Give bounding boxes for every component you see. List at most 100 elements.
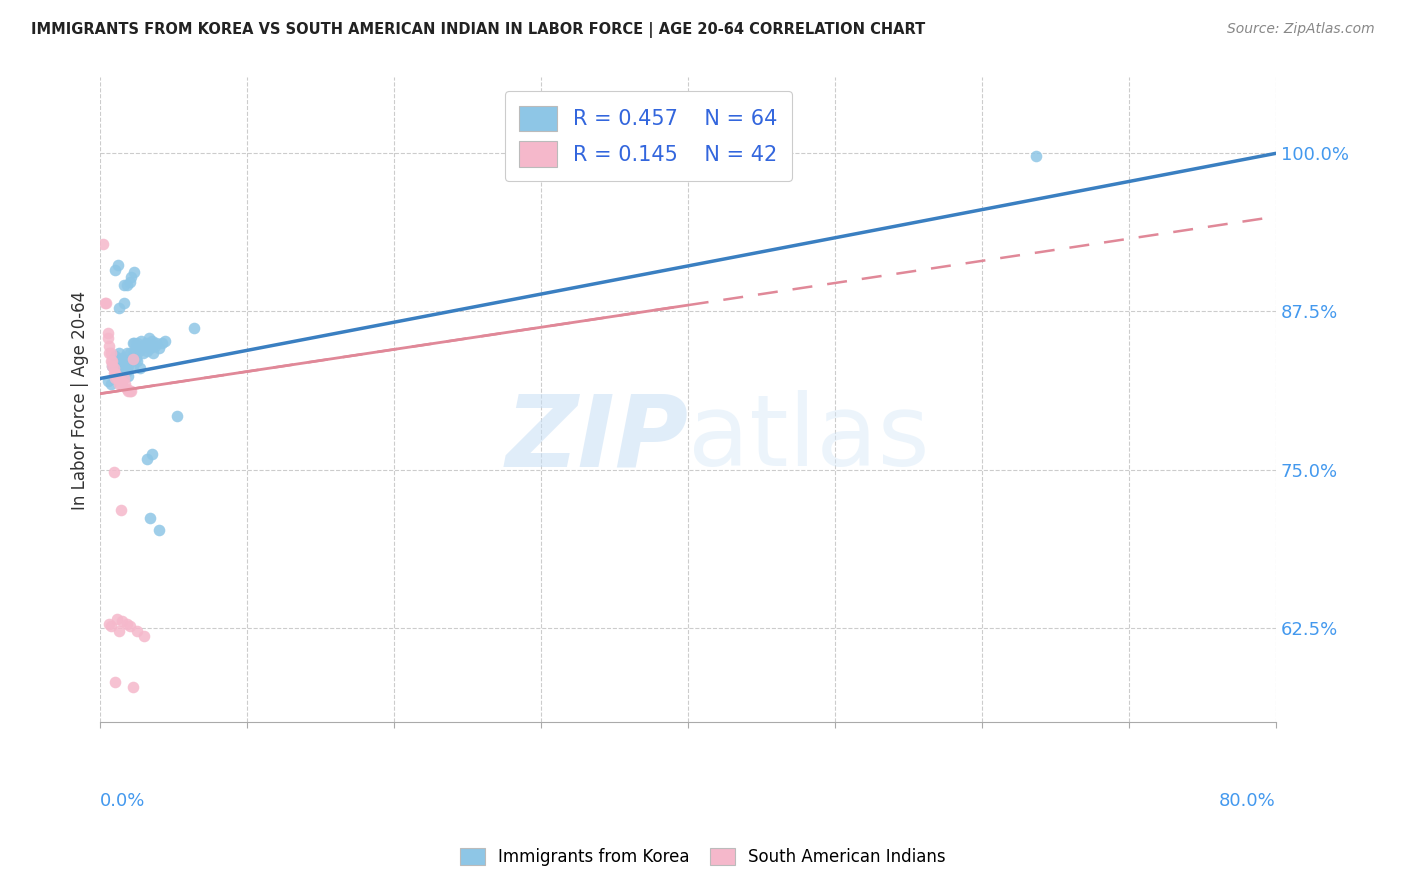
Point xyxy=(101,353,124,368)
Point xyxy=(97,374,120,388)
Point xyxy=(104,367,127,381)
Point xyxy=(110,503,132,517)
Point xyxy=(124,341,146,355)
Point xyxy=(139,510,162,524)
Point xyxy=(120,353,142,368)
Point xyxy=(105,371,128,385)
Point xyxy=(110,376,132,391)
Point xyxy=(100,376,122,391)
Point xyxy=(91,237,114,252)
Point xyxy=(115,346,138,360)
Point xyxy=(110,353,132,368)
Point xyxy=(112,359,135,373)
Legend: R = 0.457    N = 64, R = 0.145    N = 42: R = 0.457 N = 64, R = 0.145 N = 42 xyxy=(505,91,793,181)
Point xyxy=(98,338,121,352)
Point xyxy=(114,353,136,368)
Point xyxy=(129,341,152,355)
Text: atlas: atlas xyxy=(688,390,929,487)
Point xyxy=(138,331,160,345)
Point xyxy=(127,353,149,368)
Point xyxy=(98,346,121,360)
Point xyxy=(108,371,131,385)
Point xyxy=(103,361,125,376)
Point xyxy=(100,619,122,633)
Point xyxy=(153,334,176,348)
Point xyxy=(118,346,141,360)
Point xyxy=(120,270,142,285)
Y-axis label: In Labor Force | Age 20-64: In Labor Force | Age 20-64 xyxy=(72,291,89,509)
Point xyxy=(122,346,145,360)
Point xyxy=(166,409,188,424)
Point xyxy=(100,346,122,360)
Point xyxy=(128,343,150,358)
Point xyxy=(107,258,129,272)
Point xyxy=(141,334,163,348)
Point xyxy=(139,341,162,355)
Point xyxy=(101,359,124,373)
Point xyxy=(117,368,139,383)
Point xyxy=(98,616,121,631)
Point xyxy=(103,465,125,479)
Point xyxy=(108,371,131,385)
Point xyxy=(104,371,127,385)
Point xyxy=(104,262,127,277)
Point xyxy=(134,630,156,644)
Point xyxy=(108,301,131,315)
Point xyxy=(110,361,132,376)
Point xyxy=(100,353,122,368)
Point xyxy=(183,321,205,335)
Point xyxy=(104,675,127,690)
Point xyxy=(111,374,134,388)
Point xyxy=(111,615,134,629)
Point xyxy=(105,368,128,383)
Point xyxy=(148,523,170,537)
Point xyxy=(96,295,118,310)
Point xyxy=(108,346,131,360)
Point xyxy=(132,346,155,360)
Point xyxy=(114,361,136,376)
Point xyxy=(122,336,145,351)
Text: IMMIGRANTS FROM KOREA VS SOUTH AMERICAN INDIAN IN LABOR FORCE | AGE 20-64 CORREL: IMMIGRANTS FROM KOREA VS SOUTH AMERICAN … xyxy=(31,22,925,38)
Point xyxy=(107,364,129,378)
Point xyxy=(101,359,124,373)
Point xyxy=(108,376,131,391)
Point xyxy=(124,351,146,366)
Point xyxy=(121,359,143,373)
Point xyxy=(134,338,156,352)
Point xyxy=(127,336,149,351)
Point xyxy=(115,616,138,631)
Point xyxy=(112,371,135,385)
Point xyxy=(127,624,149,639)
Point xyxy=(121,680,143,694)
Point xyxy=(121,336,143,351)
Point xyxy=(111,374,134,388)
Point xyxy=(115,382,138,396)
Point xyxy=(115,277,138,292)
Point xyxy=(97,331,120,345)
Text: 80.0%: 80.0% xyxy=(1219,792,1277,810)
Point xyxy=(118,276,141,290)
Point xyxy=(112,364,135,378)
Point xyxy=(112,277,135,292)
Point xyxy=(121,352,143,367)
Point xyxy=(142,346,165,360)
Point xyxy=(118,619,141,633)
Point xyxy=(115,364,138,378)
Point xyxy=(131,334,153,348)
Point xyxy=(94,295,117,310)
Point xyxy=(148,341,170,355)
Point xyxy=(117,359,139,373)
Point xyxy=(145,336,167,351)
Point xyxy=(108,624,131,639)
Point xyxy=(107,371,129,385)
Legend: Immigrants from Korea, South American Indians: Immigrants from Korea, South American In… xyxy=(454,841,952,873)
Text: Source: ZipAtlas.com: Source: ZipAtlas.com xyxy=(1227,22,1375,37)
Point xyxy=(1025,149,1047,163)
Point xyxy=(114,376,136,391)
Point xyxy=(122,265,145,279)
Text: 0.0%: 0.0% xyxy=(100,792,146,810)
Point xyxy=(135,336,157,351)
Point xyxy=(118,384,141,398)
Point xyxy=(141,447,163,461)
Point xyxy=(97,326,120,340)
